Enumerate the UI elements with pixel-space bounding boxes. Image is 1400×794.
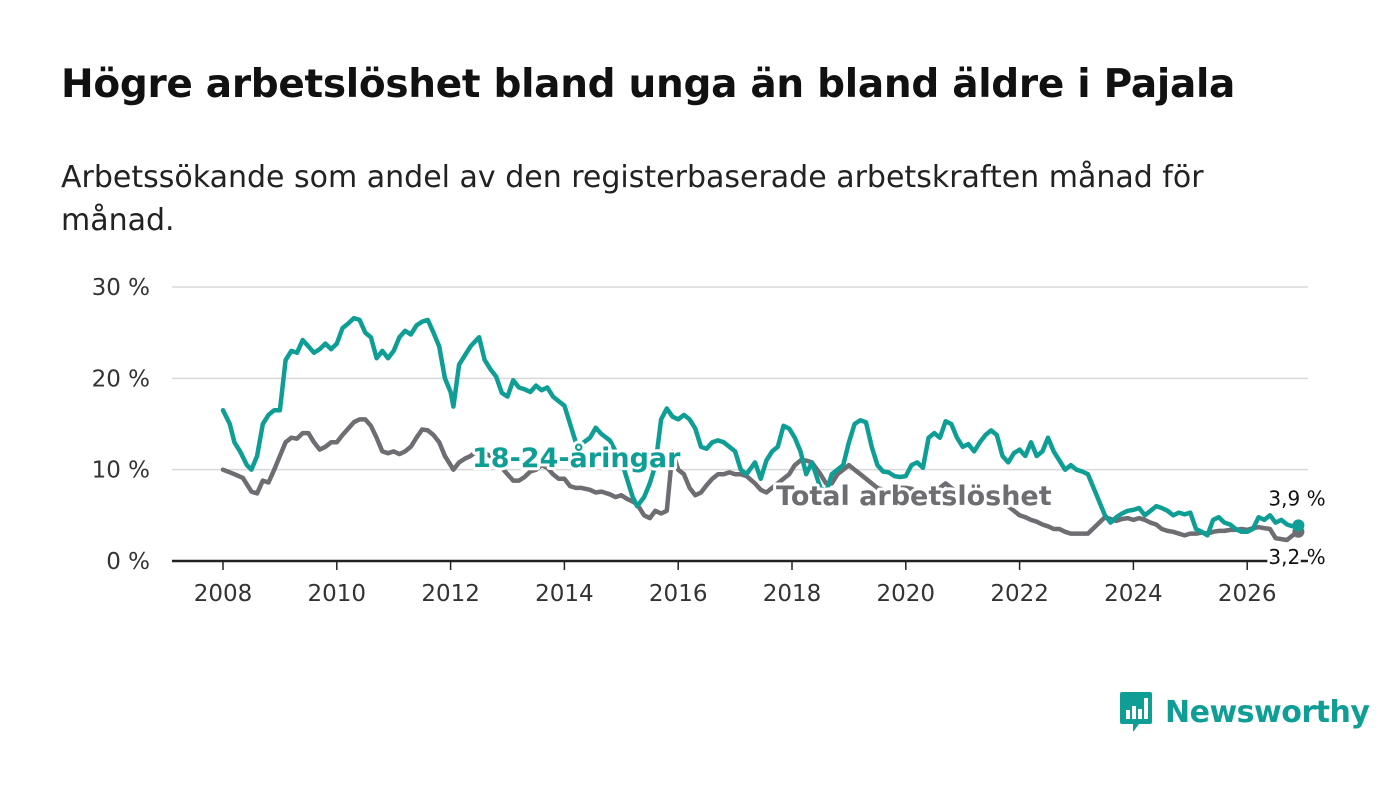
x-tick-label: 2022 (990, 581, 1049, 607)
x-axis-ticks: 2008 2010 2012 2014 2016 2018 2020 2022 2024 2026 (194, 561, 1277, 607)
y-tick-label: 30 % (92, 275, 150, 301)
series-line-total (220, 417, 1301, 543)
x-tick-label: 2024 (1104, 581, 1163, 607)
y-tick-label: 0 % (106, 549, 150, 575)
y-axis-ticks: 0 % 10 % 20 % 30 % (92, 275, 150, 575)
series-label-youth: 18-24-åringar (472, 442, 681, 474)
x-tick-label: 2018 (763, 581, 822, 607)
x-tick-label: 2012 (421, 581, 480, 607)
x-tick-label: 2016 (649, 581, 708, 607)
y-tick-label: 10 % (92, 458, 150, 484)
end-point-youth (1292, 519, 1305, 532)
series-lines (220, 315, 1305, 543)
chart-title: Högre arbetslöshet bland unga än bland ä… (61, 62, 1236, 107)
end-value-youth: 3,9 % (1268, 486, 1325, 510)
x-tick-label: 2008 (194, 581, 253, 607)
x-tick-label: 2014 (535, 581, 594, 607)
bar-chart-logo-icon (1120, 692, 1152, 732)
series-line-youth (220, 315, 1301, 538)
chart-subtitle: Arbetssökande som andel av den registerb… (61, 160, 1204, 238)
grid-lines (172, 286, 1308, 563)
newsworthy-logo: Newsworthy (1119, 690, 1370, 734)
series-labels: 18-24-åringar Total arbetslöshet 3,9 % 3,2 … (469, 439, 1328, 571)
y-tick-label: 20 % (92, 366, 150, 392)
brand-name: Newsworthy (1165, 694, 1370, 730)
end-value-total: 3,2 % (1268, 545, 1325, 569)
x-tick-label: 2026 (1218, 581, 1277, 607)
x-tick-label: 2020 (877, 581, 936, 607)
x-tick-label: 2010 (308, 581, 367, 607)
series-label-total: Total arbetslöshet (776, 481, 1052, 512)
